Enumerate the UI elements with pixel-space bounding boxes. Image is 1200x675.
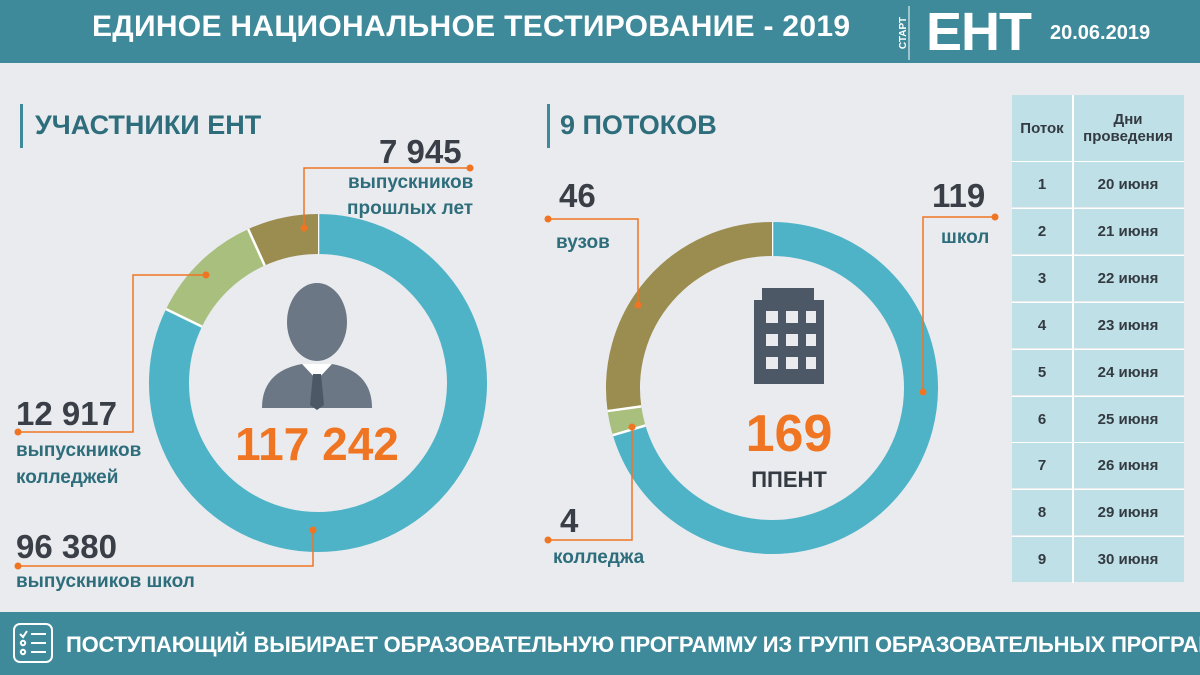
stream-number: 3 — [1037, 269, 1047, 287]
table-row: 8 29 июня — [1012, 489, 1184, 536]
table-row: 1 20 июня — [1012, 161, 1184, 207]
footer-bar — [0, 612, 1200, 675]
marker-dot — [544, 536, 552, 544]
footer-text: ПОСТУПАЮЩИЙ ВЫБИРАЕТ ОБРАЗОВАТЕЛЬНУЮ ПРО… — [66, 632, 1200, 657]
ent-logo: ЕНТ — [926, 2, 1032, 62]
schools-venues-value: 119 — [932, 177, 986, 214]
venues-total-label: ППЕНТ — [751, 467, 827, 492]
table-row: 6 25 июня — [1012, 395, 1184, 442]
stream-number: 4 — [1037, 316, 1047, 334]
stream-number: 7 — [1037, 457, 1047, 475]
slice-separator — [612, 424, 646, 437]
venues-total: 169 — [746, 405, 833, 463]
stream-date: 26 июня — [1097, 457, 1159, 475]
header-bar — [0, 0, 1200, 63]
table-row: 7 26 июня — [1012, 442, 1184, 489]
leader-past-years — [303, 167, 470, 228]
section-divider — [20, 104, 23, 148]
header-date: 20.06.2019 — [1050, 22, 1151, 44]
marker-dot — [14, 562, 22, 570]
building-icon — [754, 288, 824, 384]
stream-number: 5 — [1037, 363, 1047, 381]
stream-date: 25 июня — [1097, 410, 1159, 428]
colleges-venues-label: колледжа — [553, 547, 645, 568]
leader-schools — [18, 530, 314, 567]
stream-date: 24 июня — [1097, 363, 1159, 381]
leader-schools-venues — [922, 216, 995, 392]
slice-separator — [607, 405, 642, 413]
colleges-value: 12 917 — [16, 395, 117, 432]
marker-dot — [14, 428, 22, 436]
stream-number: 2 — [1037, 222, 1047, 240]
slice-separator — [247, 228, 266, 267]
slice-separator — [165, 307, 203, 328]
start-label: СТАРТ — [898, 6, 910, 60]
schools-venues-label: школ — [941, 227, 990, 248]
slice-colleges-venues — [607, 406, 646, 436]
section-divider — [547, 104, 550, 148]
colleges-label-2: колледжей — [16, 467, 119, 488]
stream-date: 22 июня — [1097, 269, 1159, 287]
table-row: 9 30 июня — [1012, 536, 1184, 583]
marker-dot — [202, 271, 210, 279]
table-row: 3 22 июня — [1012, 254, 1184, 301]
marker-dot — [991, 213, 999, 221]
stream-date: 20 июня — [1097, 176, 1159, 193]
universities-label: вузов — [556, 232, 610, 253]
colleges-venues-value: 4 — [560, 502, 579, 539]
table-row: 4 23 июня — [1012, 301, 1184, 348]
slice-schools-venues — [612, 222, 938, 554]
schedule-table: Поток Дни проведения 1 20 июня 2 21 июня 3 22… — [1012, 95, 1184, 583]
colleges-label: выпускников — [16, 440, 142, 461]
start-label-text: СТАРТ — [898, 17, 909, 49]
marker-dot — [466, 164, 474, 172]
slice-colleges — [166, 229, 266, 328]
marker-dot — [544, 215, 552, 223]
leader-colleges — [18, 274, 206, 433]
marker-dot — [628, 423, 636, 431]
universities-value: 46 — [559, 177, 596, 214]
stream-date: 23 июня — [1097, 316, 1159, 334]
schools-value: 96 380 — [16, 528, 117, 565]
participants-title: УЧАСТНИКИ ЕНТ — [35, 110, 262, 140]
marker-dot — [300, 224, 308, 232]
marker-dot — [634, 301, 642, 309]
stream-number: 8 — [1037, 504, 1047, 522]
past-years-value: 7 945 — [379, 133, 462, 170]
stream-number: 1 — [1037, 176, 1047, 193]
stream-date: 29 июня — [1097, 504, 1159, 522]
past-years-label-2: прошлых лет — [347, 198, 474, 219]
leader-colleges-venues — [548, 427, 633, 541]
slice-schools — [149, 214, 487, 552]
stream-date: 30 июня — [1097, 551, 1159, 569]
stream-date: 21 июня — [1097, 222, 1159, 240]
table-header: Поток Дни проведения — [1012, 95, 1184, 161]
page-title: ЕДИНОЕ НАЦИОНАЛЬНОЕ ТЕСТИРОВАНИЕ - 2019 — [92, 10, 851, 43]
schools-label: выпускников школ — [16, 571, 195, 592]
past-years-label: выпускников — [348, 172, 474, 193]
stream-number: 9 — [1037, 551, 1047, 569]
marker-dot — [309, 526, 317, 534]
header-cell: Поток — [1020, 119, 1064, 137]
stream-number: 6 — [1037, 410, 1047, 428]
table-row: 5 24 июня — [1012, 348, 1184, 395]
header-cell: Дни проведения — [1083, 111, 1173, 145]
slice-past-years — [248, 214, 319, 266]
slice-universities — [606, 222, 773, 412]
column-divider — [1072, 95, 1074, 583]
leader-universities — [548, 218, 639, 305]
table-row: 2 21 июня — [1012, 207, 1184, 254]
venues-title: 9 ПОТОКОВ — [560, 110, 717, 140]
marker-dot — [919, 388, 927, 396]
person-icon — [262, 283, 372, 410]
participants-total: 117 242 — [235, 418, 399, 470]
checklist-icon — [13, 623, 53, 663]
